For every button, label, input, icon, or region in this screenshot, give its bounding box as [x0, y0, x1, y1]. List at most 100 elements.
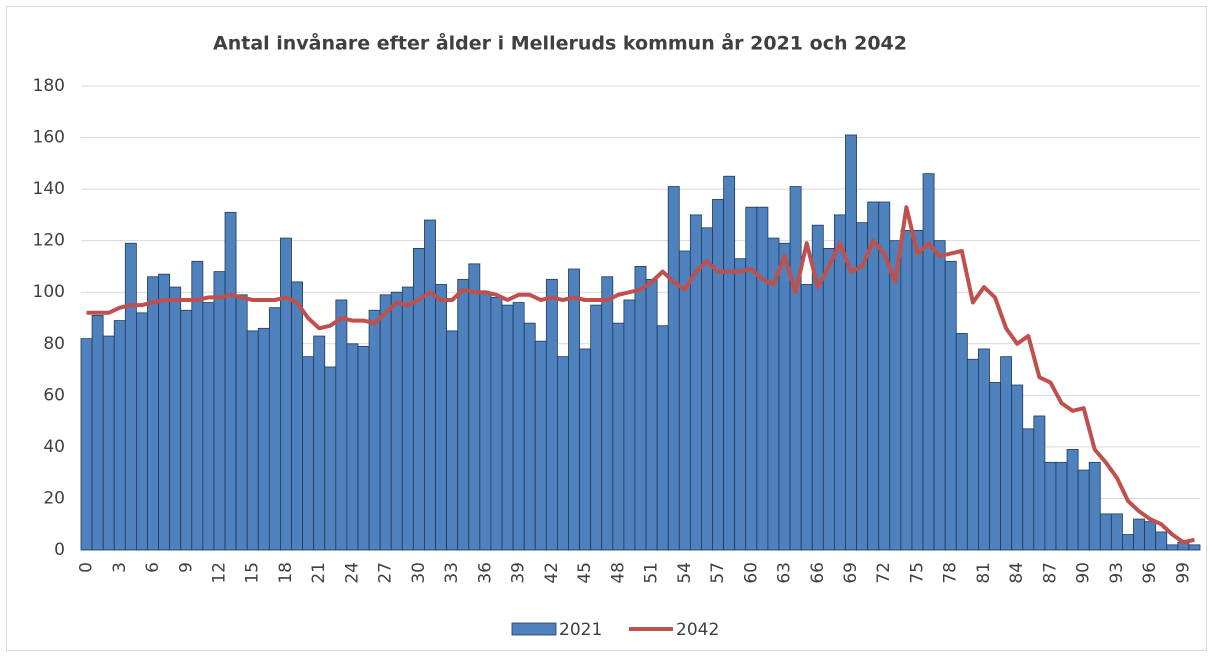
y-tick-label: 120: [33, 231, 65, 251]
bar: [224, 211, 237, 551]
x-tick-label: 99: [1173, 562, 1193, 584]
bar: [933, 240, 946, 551]
x-tick-label: 0: [77, 562, 97, 573]
bar: [1188, 544, 1201, 551]
x-tick-label: 36: [475, 562, 495, 584]
x-tick-label: 96: [1140, 562, 1160, 584]
bar: [501, 304, 514, 551]
x-tick-label: 45: [575, 562, 595, 584]
bar: [291, 281, 303, 551]
y-tick-label: 20: [43, 488, 65, 508]
bar: [1077, 469, 1090, 551]
x-tick-label: 42: [542, 562, 562, 584]
x-tick-label: 60: [741, 562, 761, 584]
bar: [313, 335, 326, 551]
bar: [978, 348, 990, 551]
bar: [1066, 449, 1079, 551]
bar: [169, 286, 182, 551]
bar: [368, 309, 381, 551]
bar: [401, 286, 414, 551]
bar: [568, 268, 580, 551]
x-tick-label: 15: [243, 562, 263, 584]
x-tick-label: 33: [442, 562, 462, 584]
x-tick-label: 57: [708, 562, 728, 584]
bar: [80, 338, 93, 551]
bar: [678, 250, 691, 551]
bar: [723, 175, 736, 551]
bar: [523, 322, 536, 551]
x-tick-label: 6: [143, 562, 163, 573]
bar: [280, 237, 292, 551]
bar: [623, 299, 636, 551]
bar: [1122, 534, 1134, 551]
bar: [202, 302, 215, 551]
bar: [213, 271, 226, 551]
x-tick-label: 54: [675, 562, 695, 584]
x-tick-label: 39: [509, 562, 529, 584]
bar: [745, 206, 758, 551]
bar: [1000, 356, 1013, 551]
bar: [900, 229, 913, 551]
x-tick-label: 66: [808, 562, 828, 584]
bar: [1133, 518, 1146, 551]
bar: [634, 266, 647, 551]
x-tick-label: 72: [874, 562, 894, 584]
bar: [1166, 544, 1179, 551]
bar: [889, 240, 902, 551]
bar: [113, 320, 126, 551]
y-tick-label: 0: [54, 540, 65, 560]
x-tick-label: 63: [775, 562, 795, 584]
bar: [191, 260, 204, 551]
bar: [468, 263, 481, 551]
bar: [822, 247, 835, 551]
bar: [656, 325, 669, 551]
y-tick-label: 100: [33, 282, 65, 302]
bar: [424, 219, 436, 551]
bar: [944, 260, 957, 551]
bar: [966, 358, 979, 551]
y-tick-label: 180: [33, 76, 65, 96]
bar: [246, 330, 259, 551]
bar: [1155, 531, 1168, 551]
y-tick-label: 40: [43, 437, 65, 457]
bar: [1144, 521, 1157, 551]
y-tick-label: 60: [43, 385, 65, 405]
bar: [235, 294, 248, 551]
bar: [91, 315, 104, 551]
bar: [1110, 513, 1123, 551]
bar: [1011, 384, 1024, 551]
bar: [479, 291, 492, 551]
x-tick-label: 84: [1007, 562, 1027, 584]
legend-label: 2021: [559, 620, 602, 640]
bar: [922, 173, 935, 551]
bar: [800, 284, 813, 551]
legend-swatch: [511, 622, 557, 636]
bar: [390, 291, 403, 551]
x-tick-label: 81: [974, 562, 994, 584]
bar: [789, 186, 802, 551]
bar: [1055, 461, 1068, 551]
bar: [667, 186, 680, 551]
bar: [257, 327, 270, 551]
bar: [579, 348, 592, 551]
bar: [147, 276, 159, 551]
x-tick-label: 87: [1040, 562, 1060, 584]
bar: [1044, 461, 1057, 551]
bar: [268, 307, 281, 551]
x-tick-label: 93: [1107, 562, 1127, 584]
bar: [346, 343, 359, 551]
y-tick-label: 160: [33, 128, 65, 148]
x-tick-label: 18: [276, 562, 296, 584]
bar: [545, 278, 558, 551]
bar: [1022, 428, 1035, 551]
bar: [512, 302, 525, 551]
bar: [590, 304, 603, 551]
bar: [701, 227, 713, 551]
bar: [324, 366, 337, 551]
bar: [446, 330, 459, 551]
bar: [379, 294, 392, 551]
bar: [534, 340, 547, 551]
x-tick-label: 30: [409, 562, 429, 584]
bar: [689, 214, 702, 551]
